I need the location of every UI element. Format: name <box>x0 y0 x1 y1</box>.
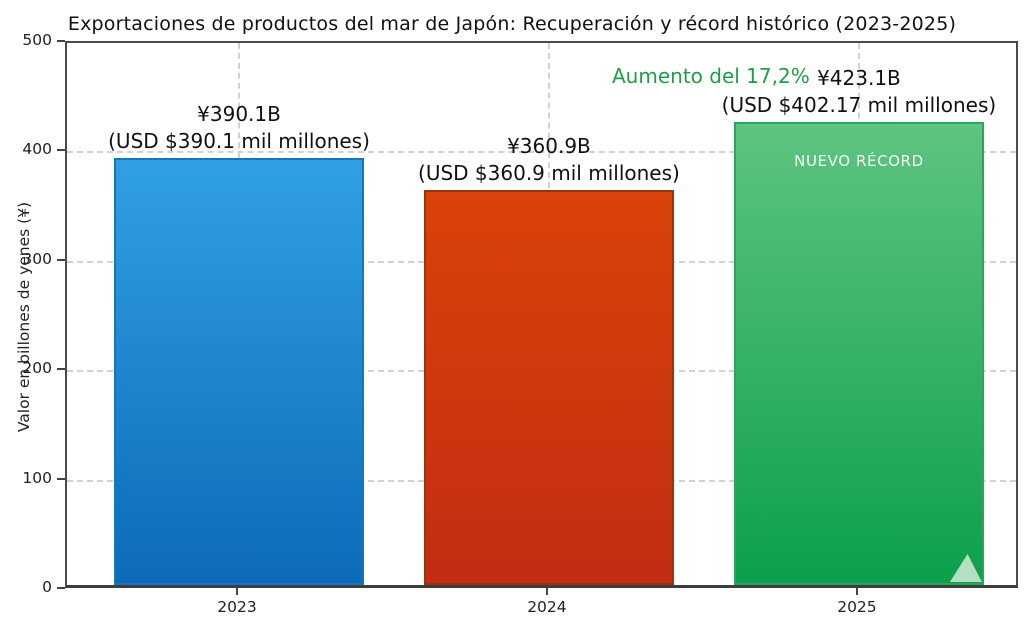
bar-value-yen: ¥360.9B <box>507 134 591 159</box>
bar-value-label: ¥360.9B (USD $360.9 mil millones) <box>289 133 809 187</box>
y-tick-label: 100 <box>22 468 52 487</box>
bar-2025: NUEVO RÉCORD <box>733 122 984 585</box>
x-tick-mark <box>855 588 858 595</box>
bar-value-label: ¥390.1B (USD $390.1 mil millones) <box>0 101 499 155</box>
bar-value-usd: (USD $390.1 mil millones) <box>108 129 370 154</box>
increase-annotation: Aumento del 17,2% <box>612 64 810 88</box>
plot-area: ¥390.1B (USD $390.1 mil millones) ¥360.9B(… <box>65 41 1018 588</box>
bar-value-label: ¥423.1B (USD $402.17 mil millones) <box>599 65 1024 119</box>
y-tick-mark <box>57 368 65 371</box>
bar-value-usd: (USD $402.17 mil millones) <box>721 93 997 118</box>
y-tick-mark <box>57 149 65 152</box>
x-tick-label: 2025 <box>837 598 877 616</box>
y-tick-label: 200 <box>22 359 52 378</box>
bar-2023 <box>114 158 365 585</box>
y-tick-mark <box>57 40 65 42</box>
bar-2024 <box>423 190 674 585</box>
y-tick-label: 500 <box>22 31 52 49</box>
y-axis-label: Valor en billones de yenes (¥) <box>15 201 33 433</box>
chart-title: Exportaciones de productos del mar de Ja… <box>67 13 957 35</box>
y-tick-mark <box>57 587 65 589</box>
y-tick-label: 300 <box>22 249 52 268</box>
y-tick-mark <box>57 258 65 261</box>
bar-inner-label: NUEVO RÉCORD <box>794 152 924 171</box>
x-tick-label: 2023 <box>217 598 257 616</box>
bar-value-yen: ¥390.1B <box>197 102 281 127</box>
bar-value-usd: (USD $360.9 mil millones) <box>418 161 680 186</box>
x-tick-label: 2024 <box>527 598 567 616</box>
y-tick-mark <box>57 477 65 480</box>
x-tick-mark <box>236 588 239 595</box>
y-tick-label: 0 <box>42 578 52 596</box>
h-gridline <box>67 151 1016 154</box>
bar-value-yen: ¥423.1B <box>817 66 901 91</box>
y-tick-label: 400 <box>22 140 52 159</box>
x-tick-mark <box>545 588 548 595</box>
